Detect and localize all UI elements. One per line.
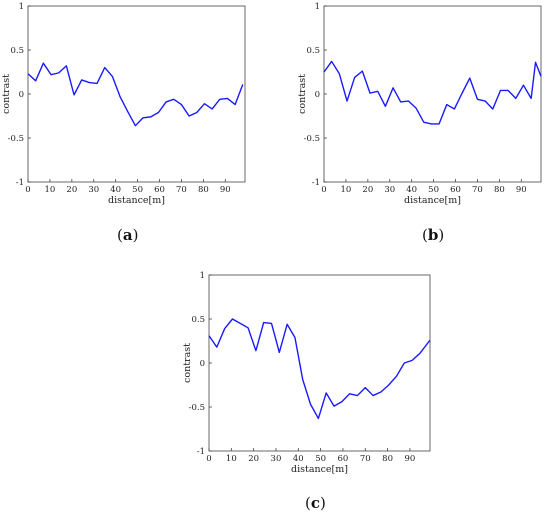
chart-c-xtick-label: 0	[206, 454, 211, 464]
chart-a-xtick-label: 40	[110, 185, 121, 195]
chart-b-ytick-label: 1	[315, 2, 320, 12]
chart-a-xtick-label: 90	[220, 185, 231, 195]
chart-a-xtick-label: 30	[88, 185, 99, 195]
chart-c-ytick-label: 0.5	[191, 315, 205, 325]
chart-c-xtick-label: 10	[226, 454, 237, 464]
panel-label-a: (a)	[117, 226, 139, 244]
chart-b-xtick-label: 60	[450, 185, 461, 195]
chart-a-xtick-label: 20	[66, 185, 77, 195]
panel-label-c: (c)	[305, 494, 326, 512]
chart-b-xtick-label: 30	[384, 185, 395, 195]
panel-label-b: (b)	[422, 226, 445, 244]
chart-a-ytick-label: 0	[19, 90, 24, 100]
chart-a-xtick-label: 80	[198, 185, 209, 195]
chart-c-xtick-label: 40	[293, 454, 304, 464]
chart-a-xtick-label: 50	[132, 185, 143, 195]
chart-c-xtick-label: 70	[360, 454, 371, 464]
chart-b-xtick-label: 40	[406, 185, 417, 195]
chart-b-xlabel: distance[m]	[404, 195, 461, 206]
chart-a-xtick-label: 60	[154, 185, 165, 195]
chart-c-xlabel: distance[m]	[291, 464, 348, 475]
chart-b-xtick-label: 50	[428, 185, 439, 195]
chart-c-axes-frame	[208, 274, 431, 452]
chart-c-xtick-label: 80	[382, 454, 393, 464]
chart-c-ylabel: contrast	[182, 343, 193, 383]
chart-c-xtick-label: 60	[338, 454, 349, 464]
chart-a-ytick-label: -1	[16, 178, 24, 188]
chart-a-xtick-label: 10	[45, 185, 56, 195]
chart-a-ytick-label: 1	[19, 2, 24, 12]
chart-b-ylabel: contrast	[297, 74, 308, 114]
chart-c-xtick-label: 30	[271, 454, 282, 464]
chart-c-xtick-label: 20	[248, 454, 259, 464]
chart-b-ytick-label: -0.5	[304, 134, 320, 144]
chart-c-plot-area: 0 10 20 30 40 50 60 70 80 90 1 0.5 0 -0.5 -1 distance[m…	[182, 271, 431, 475]
chart-a-ytick-label: -0.5	[8, 134, 24, 144]
chart-a-ylabel: contrast	[1, 74, 12, 114]
chart-b-xtick-label: 90	[516, 185, 527, 195]
chart-b-xtick-label: 80	[494, 185, 505, 195]
chart-b-ytick-label: 0.5	[306, 46, 320, 56]
chart-a-ytick-label: 0.5	[10, 46, 24, 56]
chart-b-xtick-label: 10	[341, 185, 352, 195]
chart-b-ytick-label: 0	[315, 90, 320, 100]
chart-b-xtick-label: 0	[321, 185, 326, 195]
chart-c-xtick-label: 50	[315, 454, 326, 464]
chart-a-xlabel: distance[m]	[108, 195, 165, 206]
chart-a-xtick-label: 70	[176, 185, 187, 195]
chart-c-ytick-label: 1	[200, 271, 205, 281]
chart-b-xtick-label: 70	[472, 185, 483, 195]
chart-c-series-line	[208, 318, 431, 420]
chart-a-xtick-label: 0	[25, 185, 30, 195]
chart-b-xtick-label: 20	[362, 185, 373, 195]
chart-b-ytick-label: -1	[312, 178, 320, 188]
chart-b-series-line	[323, 60, 542, 125]
chart-c-ytick-label: -1	[197, 447, 205, 457]
chart-a-plot-area: 0 10 20 30 40 50 60 70 80 90 1 0.5 0 -0.5 -1 distance[m…	[1, 2, 246, 206]
chart-c-xtick-label: 90	[404, 454, 415, 464]
chart-b-plot-area: 0 10 20 30 40 50 60 70 80 90 1 0.5 0 -0.5 -1 distance[m…	[297, 2, 542, 206]
chart-c-ytick-label: -0.5	[189, 403, 205, 413]
chart-c-ytick-label: 0	[200, 359, 205, 369]
